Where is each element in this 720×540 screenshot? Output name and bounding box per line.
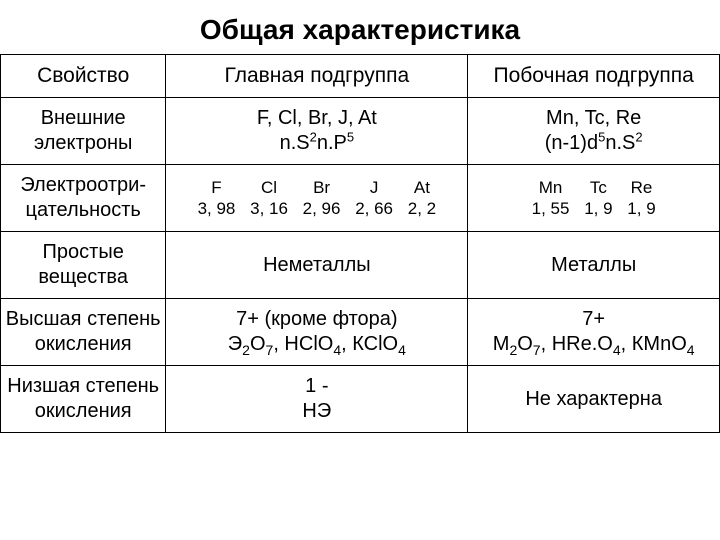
row-electronegativity: Электроотри-цательность F3, 98 Cl3, 16 B… <box>1 165 720 232</box>
highest-oxidation-main-l1: 7+ (кроме фтора) <box>236 308 397 330</box>
highest-oxidation-main-l2: Э2О7, НСlО4, КСlО4 <box>228 333 406 355</box>
row-simple-substances: Простые вещества Неметаллы Металлы <box>1 232 720 299</box>
label-outer-electrons: Внешние электроны <box>1 98 166 165</box>
characteristics-table: Свойство Главная подгруппа Побочная подг… <box>0 54 720 433</box>
en-pair: J2, 66 <box>355 177 393 220</box>
row-outer-electrons: Внешние электроны F, Cl, Br, J, At n.S2n… <box>1 98 720 165</box>
en-pair: Br2, 96 <box>303 177 341 220</box>
en-val: 1, 9 <box>627 198 655 219</box>
en-el: F <box>198 177 236 198</box>
en-val: 1, 9 <box>584 198 612 219</box>
outer-electrons-main: F, Cl, Br, J, At n.S2n.P5 <box>166 98 468 165</box>
label-lowest-oxidation: Низшая степень окисления <box>1 366 166 433</box>
en-pair: F3, 98 <box>198 177 236 220</box>
header-side-subgroup: Побочная подгруппа <box>468 55 720 98</box>
outer-electrons-main-elements: F, Cl, Br, J, At <box>257 107 377 129</box>
highest-oxidation-main: 7+ (кроме фтора) Э2О7, НСlО4, КСlО4 <box>166 299 468 366</box>
header-property: Свойство <box>1 55 166 98</box>
en-pair: Cl3, 16 <box>250 177 288 220</box>
en-el: Mn <box>532 177 570 198</box>
lowest-oxidation-side: Не характерна <box>468 366 720 433</box>
en-val: 3, 16 <box>250 198 288 219</box>
page-title: Общая характеристика <box>0 0 720 54</box>
outer-electrons-side-config: (n-1)d5n.S2 <box>545 132 643 154</box>
label-electronegativity: Электроотри-цательность <box>1 165 166 232</box>
en-pair: Mn1, 55 <box>532 177 570 220</box>
outer-electrons-main-config: n.S2n.P5 <box>280 132 355 154</box>
simple-substances-main: Неметаллы <box>166 232 468 299</box>
outer-electrons-side-elements: Mn, Tc, Re <box>546 107 641 129</box>
en-side: Mn1, 55 Tc1, 9 Re1, 9 <box>468 165 720 232</box>
en-pair: Tc1, 9 <box>584 177 612 220</box>
en-main: F3, 98 Cl3, 16 Br2, 96 J2, 66 At2, 2 <box>166 165 468 232</box>
highest-oxidation-side-l2: М2О7, НRе.О4, КМnО4 <box>493 333 695 355</box>
en-val: 2, 96 <box>303 198 341 219</box>
highest-oxidation-side-l1: 7+ <box>582 308 605 330</box>
en-val: 1, 55 <box>532 198 570 219</box>
en-el: Br <box>303 177 341 198</box>
en-el: Cl <box>250 177 288 198</box>
lowest-oxidation-main-l2: НЭ <box>302 400 331 422</box>
simple-substances-side: Металлы <box>468 232 720 299</box>
header-main-subgroup: Главная подгруппа <box>166 55 468 98</box>
table-header-row: Свойство Главная подгруппа Побочная подг… <box>1 55 720 98</box>
row-highest-oxidation: Высшая степень окисления 7+ (кроме фтора… <box>1 299 720 366</box>
en-val: 2, 66 <box>355 198 393 219</box>
en-pair: At2, 2 <box>408 177 436 220</box>
lowest-oxidation-main: 1 - НЭ <box>166 366 468 433</box>
highest-oxidation-side: 7+ М2О7, НRе.О4, КМnО4 <box>468 299 720 366</box>
label-highest-oxidation: Высшая степень окисления <box>1 299 166 366</box>
en-el: At <box>408 177 436 198</box>
en-val: 3, 98 <box>198 198 236 219</box>
row-lowest-oxidation: Низшая степень окисления 1 - НЭ Не харак… <box>1 366 720 433</box>
en-val: 2, 2 <box>408 198 436 219</box>
en-el: Tc <box>584 177 612 198</box>
lowest-oxidation-main-l1: 1 - <box>305 375 328 397</box>
en-pair: Re1, 9 <box>627 177 655 220</box>
outer-electrons-side: Mn, Tc, Re (n-1)d5n.S2 <box>468 98 720 165</box>
en-el: J <box>355 177 393 198</box>
en-el: Re <box>627 177 655 198</box>
label-simple-substances: Простые вещества <box>1 232 166 299</box>
